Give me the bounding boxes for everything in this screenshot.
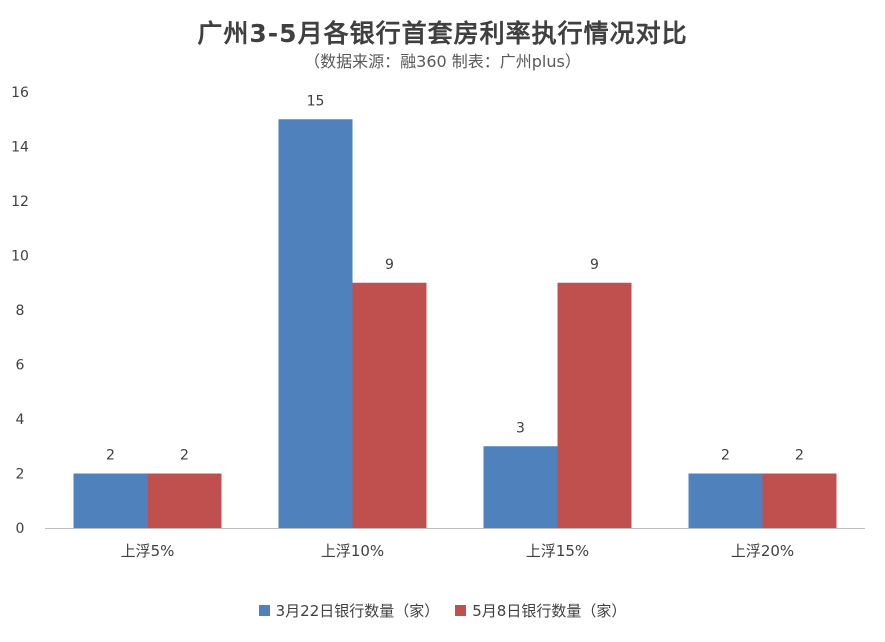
y-tick-label: 2 — [16, 467, 25, 483]
y-tick-label: 0 — [16, 521, 25, 537]
legend-item-series-1: 3月22日银行数量（家） — [258, 600, 440, 621]
data-label: 2 — [795, 448, 804, 464]
data-label: 2 — [106, 448, 115, 464]
y-tick-label: 12 — [11, 194, 29, 210]
bar-series-1 — [688, 473, 763, 528]
bar-series-2 — [762, 473, 837, 528]
x-tick-label: 上浮10% — [321, 542, 384, 560]
chart-subtitle: （数据来源：融360 制表：广州plus） — [304, 52, 581, 71]
bar-series-2 — [352, 282, 427, 528]
y-tick-label: 14 — [11, 140, 29, 156]
legend-item-series-2: 5月8日银行数量（家） — [455, 600, 626, 621]
data-label: 2 — [721, 448, 730, 464]
x-tick-label: 上浮20% — [731, 542, 794, 560]
data-label: 2 — [180, 448, 189, 464]
bar-series-1 — [483, 446, 558, 528]
data-label: 15 — [307, 93, 325, 109]
y-tick-label: 6 — [16, 358, 25, 374]
chart-title: 广州3-5月各银行首套房利率执行情况对比 — [197, 19, 688, 48]
bar-series-2 — [147, 473, 222, 528]
bar-series-2 — [557, 282, 632, 528]
y-tick-label: 16 — [11, 85, 29, 101]
legend-swatch-series-2 — [455, 605, 467, 616]
y-tick-label: 4 — [16, 412, 25, 428]
legend-label-series-1: 3月22日银行数量（家） — [275, 602, 440, 620]
bar-series-1 — [73, 473, 148, 528]
bar-series-1 — [278, 119, 353, 528]
data-label: 9 — [590, 257, 599, 273]
x-tick-label: 上浮15% — [526, 542, 589, 560]
y-tick-label: 8 — [16, 303, 25, 319]
y-tick-label: 10 — [11, 249, 29, 265]
legend-swatch-series-1 — [258, 605, 270, 616]
legend-label-series-2: 5月8日银行数量（家） — [472, 602, 627, 620]
data-label: 9 — [385, 257, 394, 273]
legend: 3月22日银行数量（家） 5月8日银行数量（家） — [0, 600, 885, 621]
data-label: 3 — [516, 420, 525, 436]
x-tick-label: 上浮5% — [121, 542, 175, 560]
